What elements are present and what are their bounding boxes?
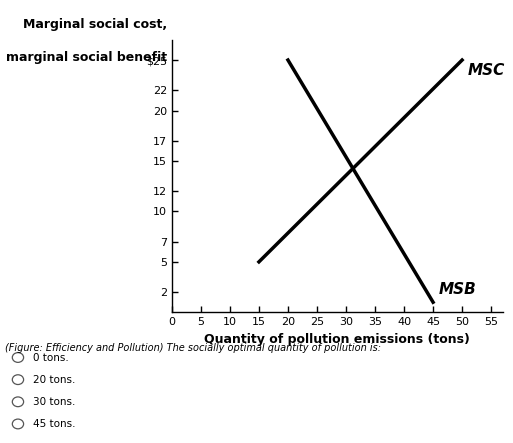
Text: marginal social benefit: marginal social benefit	[6, 51, 167, 64]
Text: MSC: MSC	[468, 63, 505, 78]
Text: 0 tons.: 0 tons.	[33, 353, 69, 362]
Text: MSB: MSB	[439, 282, 477, 297]
Text: 20 tons.: 20 tons.	[33, 375, 76, 385]
Text: (Figure: Efficiency and Pollution) The socially optimal quantity of pollution is: (Figure: Efficiency and Pollution) The s…	[5, 343, 381, 354]
Text: Marginal social cost,: Marginal social cost,	[23, 18, 167, 31]
Text: 45 tons.: 45 tons.	[33, 419, 76, 429]
Text: 30 tons.: 30 tons.	[33, 397, 76, 407]
X-axis label: Quantity of pollution emissions (tons): Quantity of pollution emissions (tons)	[204, 333, 470, 346]
